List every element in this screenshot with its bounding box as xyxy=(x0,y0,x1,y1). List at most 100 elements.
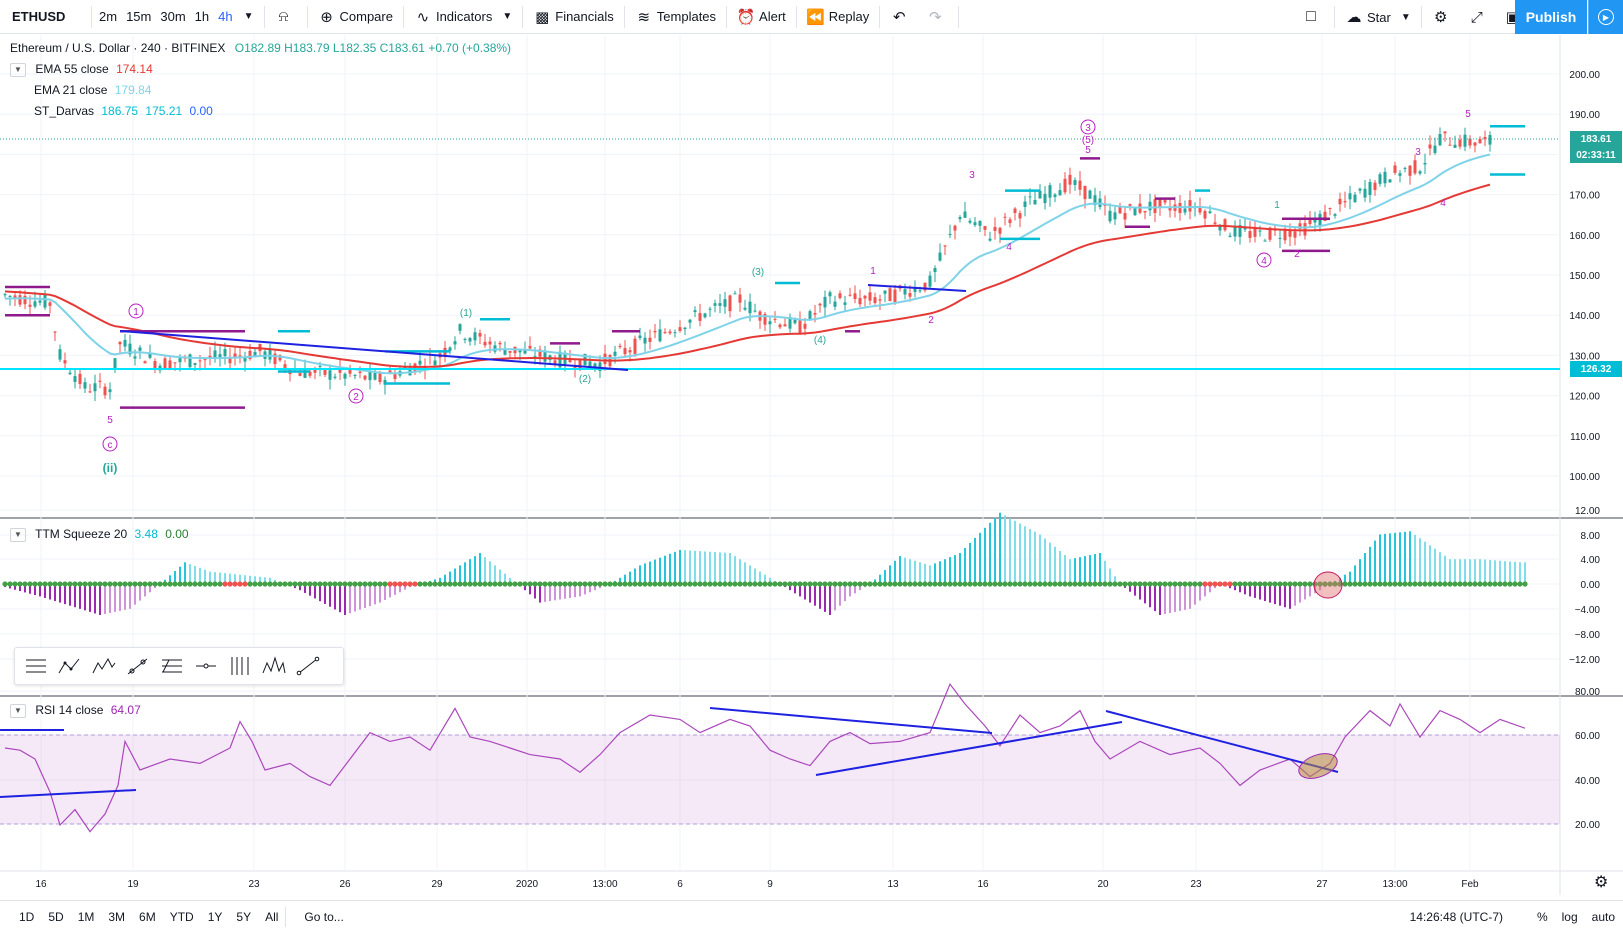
candle-body xyxy=(983,226,987,230)
trendline[interactable] xyxy=(119,330,629,371)
squeeze-dot xyxy=(1352,581,1358,587)
undo-button[interactable]: ↶ xyxy=(883,0,919,34)
squeeze-dot xyxy=(1252,581,1258,587)
publish-button[interactable]: Publish xyxy=(1515,0,1587,34)
last-price-tag: 183.61 xyxy=(1570,131,1622,147)
settings-button[interactable]: ⚙ xyxy=(1425,0,1461,34)
trendline[interactable] xyxy=(867,284,967,292)
ttm-tick-label: 4.00 xyxy=(1581,555,1601,566)
range-5d[interactable]: 5D xyxy=(48,909,64,924)
ttm-tick-label: −8.00 xyxy=(1575,630,1601,641)
squeeze-dot xyxy=(257,581,263,587)
darvas-legend[interactable]: ST_Darvas 186.75 175.21 0.00 xyxy=(34,104,213,118)
candle-body xyxy=(433,360,437,366)
interval-dropdown[interactable]: ▼ xyxy=(238,0,261,34)
candle-body xyxy=(1083,185,1087,200)
percent-scale-toggle[interactable]: % xyxy=(1536,910,1548,924)
drag-handle-icon[interactable] xyxy=(19,651,53,681)
squeeze-dot xyxy=(1357,581,1363,587)
candle-body xyxy=(1408,165,1412,176)
timezone-clock[interactable]: 14:26:48 (UTC-7) xyxy=(1409,910,1503,924)
trendlines-main[interactable] xyxy=(119,284,967,371)
squeeze-dot xyxy=(402,581,408,587)
fib-retracement-icon[interactable] xyxy=(155,651,189,681)
range-3m[interactable]: 3M xyxy=(108,909,126,924)
range-ytd[interactable]: YTD xyxy=(169,909,194,924)
candle-body xyxy=(763,313,767,325)
trendline[interactable] xyxy=(0,789,137,798)
trend-line-icon[interactable] xyxy=(291,651,325,681)
chart-area[interactable]: 1 2 c (ii) 5 (1) (2) (3) (4) 3 (5) 5 4 1 2 3 4 5 1 2 3 4 200.… xyxy=(0,35,1623,895)
alert-button[interactable]: ⏰ Alert xyxy=(730,0,793,34)
price-tick-label: 170.00 xyxy=(1569,191,1600,202)
candle-body xyxy=(118,341,122,345)
ttm-axis[interactable]: 12.00 8.00 4.00 0.00 −4.00 −8.00 −12.00 xyxy=(1569,506,1600,666)
publish-menu-button[interactable]: ▶ xyxy=(1588,0,1623,34)
collapse-legend-button[interactable]: ▼ xyxy=(10,527,26,542)
interval-15m[interactable]: 15m xyxy=(126,9,152,24)
squeeze-dot xyxy=(532,581,538,587)
ohlc-open: O182.89 xyxy=(234,41,281,55)
range-1y[interactable]: 1Y xyxy=(207,909,223,924)
rsi-axis[interactable]: 80.00 60.00 40.00 20.00 xyxy=(1575,687,1600,831)
head-shoulders-icon[interactable] xyxy=(257,651,291,681)
range-1d[interactable]: 1D xyxy=(19,909,35,924)
collapse-legend-button[interactable]: ▼ xyxy=(10,703,26,718)
candle-body xyxy=(1438,133,1442,146)
series-title[interactable]: Ethereum / U.S. Dollar · 240 · BITFINEX xyxy=(10,41,226,55)
time-axis[interactable]: 16 19 23 26 29 2020 13:00 6 9 13 16 20 23 27 13:00 Feb xyxy=(35,879,1479,890)
fib-timezone-icon[interactable] xyxy=(223,651,257,681)
squeeze-dot xyxy=(577,581,583,587)
ema21-legend[interactable]: EMA 21 close 179.84 xyxy=(34,83,151,97)
candle-body xyxy=(388,370,392,374)
candle-body xyxy=(1298,223,1302,229)
ema55-legend[interactable]: ▼ EMA 55 close 174.14 xyxy=(10,62,153,77)
pitchfork-icon[interactable] xyxy=(121,651,155,681)
chart-type-button[interactable]: ⍾ xyxy=(268,0,304,34)
replay-button[interactable]: ⏪ Replay xyxy=(800,0,876,34)
interval-1h[interactable]: 1h xyxy=(194,9,210,24)
collapse-legend-button[interactable]: ▼ xyxy=(10,62,26,77)
layout-save-button[interactable]: ☁ Star ▼ xyxy=(1338,0,1418,34)
redo-button[interactable]: ↷ xyxy=(919,0,955,34)
trendline[interactable] xyxy=(815,721,1123,776)
squeeze-dot xyxy=(717,581,723,587)
abcd-pattern-icon[interactable] xyxy=(53,651,87,681)
interval-2m[interactable]: 2m xyxy=(99,9,118,24)
rsi-legend[interactable]: ▼ RSI 14 close 64.07 xyxy=(10,703,141,718)
indicators-button[interactable]: ∿ Indicators ▼ xyxy=(407,0,519,34)
interval-30m[interactable]: 30m xyxy=(160,9,186,24)
auto-scale-toggle[interactable]: auto xyxy=(1591,910,1615,924)
candle-body xyxy=(793,319,797,324)
compare-button[interactable]: ⊕ Compare xyxy=(311,0,400,34)
horizontal-ray-icon[interactable] xyxy=(189,651,223,681)
candle-body xyxy=(1383,171,1387,184)
fullscreen-layout-button[interactable]: □ xyxy=(1295,0,1331,34)
range-all[interactable]: All xyxy=(265,909,279,924)
squeeze-dot xyxy=(882,581,888,587)
gear-icon[interactable]: ⚙ xyxy=(1594,874,1608,891)
time-tick-label: 19 xyxy=(127,879,139,890)
replay-label: Replay xyxy=(828,9,870,24)
trendline[interactable] xyxy=(1105,710,1339,773)
trendline[interactable] xyxy=(709,707,993,734)
financials-button[interactable]: ▩ Financials xyxy=(526,0,621,34)
ttm-legend[interactable]: ▼ TTM Squeeze 20 3.48 0.00 xyxy=(10,527,189,542)
goto-date-button[interactable]: Go to... xyxy=(304,909,344,924)
trendlines-rsi[interactable] xyxy=(0,707,1341,798)
range-5y[interactable]: 5Y xyxy=(236,909,252,924)
candle-body xyxy=(643,337,647,344)
squeeze-dot xyxy=(1427,581,1433,587)
log-scale-toggle[interactable]: log xyxy=(1561,910,1578,924)
interval-4h[interactable]: 4h xyxy=(218,9,233,24)
fullscreen-button[interactable]: ⤢ xyxy=(1461,0,1497,34)
elliott-wave-icon[interactable] xyxy=(87,651,121,681)
highlight-ellipse[interactable] xyxy=(1313,571,1343,599)
range-6m[interactable]: 6M xyxy=(139,909,156,924)
range-1m[interactable]: 1M xyxy=(77,909,95,924)
symbol-search[interactable]: ETHUSD xyxy=(12,9,66,24)
templates-button[interactable]: ≋ Templates xyxy=(628,0,723,34)
highlight-ellipse[interactable] xyxy=(1295,749,1340,783)
candle-body xyxy=(303,368,307,378)
